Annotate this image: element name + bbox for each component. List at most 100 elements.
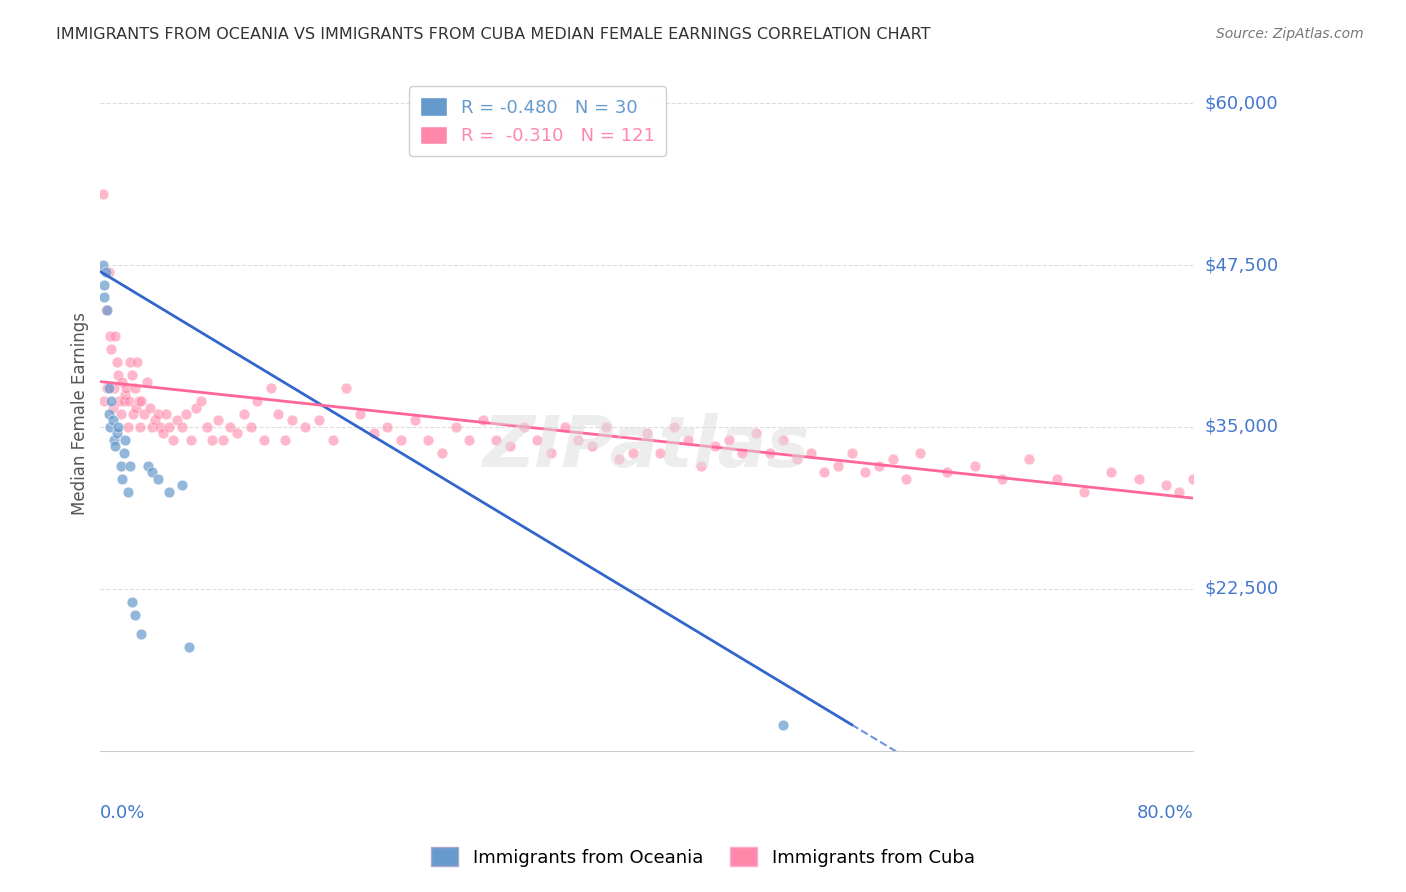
Point	[1236, 491, 1258, 505]
Point	[135, 375, 157, 389]
Point	[322, 433, 344, 447]
Point	[444, 420, 467, 434]
Point	[267, 407, 290, 421]
Text: $47,500: $47,500	[1205, 256, 1278, 274]
Point	[110, 407, 132, 421]
Point	[94, 303, 117, 318]
Text: IMMIGRANTS FROM OCEANIA VS IMMIGRANTS FROM CUBA MEDIAN FEMALE EARNINGS CORRELATI: IMMIGRANTS FROM OCEANIA VS IMMIGRANTS FR…	[56, 27, 931, 42]
Point	[118, 394, 141, 409]
Point	[91, 186, 114, 201]
Point	[96, 381, 118, 395]
Point	[936, 465, 959, 479]
Point	[93, 277, 115, 292]
Point	[91, 258, 114, 272]
Point	[772, 717, 794, 731]
Point	[100, 343, 122, 357]
Text: Source: ZipAtlas.com: Source: ZipAtlas.com	[1216, 27, 1364, 41]
Point	[162, 433, 184, 447]
Point	[786, 452, 808, 467]
Point	[567, 433, 589, 447]
Point	[853, 465, 876, 479]
Point	[1073, 484, 1095, 499]
Point	[841, 446, 863, 460]
Point	[190, 394, 212, 409]
Point	[138, 401, 160, 415]
Point	[375, 420, 398, 434]
Point	[418, 433, 440, 447]
Point	[157, 484, 180, 499]
Point	[1195, 484, 1218, 499]
Point	[96, 303, 118, 318]
Text: 0.0%: 0.0%	[100, 805, 146, 822]
Point	[207, 413, 229, 427]
Point	[274, 433, 297, 447]
Point	[101, 413, 124, 427]
Point	[294, 420, 316, 434]
Point	[232, 407, 254, 421]
Legend: Immigrants from Oceania, Immigrants from Cuba: Immigrants from Oceania, Immigrants from…	[425, 840, 981, 874]
Point	[184, 401, 207, 415]
Point	[122, 407, 145, 421]
Point	[1182, 472, 1205, 486]
Point	[121, 595, 143, 609]
Point	[115, 381, 138, 395]
Point	[104, 439, 127, 453]
Point	[1099, 465, 1122, 479]
Point	[662, 420, 685, 434]
Text: $35,000: $35,000	[1205, 418, 1278, 436]
Point	[219, 420, 242, 434]
Point	[136, 458, 159, 473]
Point	[1128, 472, 1150, 486]
Point	[120, 355, 142, 369]
Y-axis label: Median Female Earnings: Median Female Earnings	[72, 312, 89, 516]
Point	[172, 478, 194, 492]
Point	[1018, 452, 1040, 467]
Point	[540, 446, 562, 460]
Point	[991, 472, 1014, 486]
Point	[772, 433, 794, 447]
Point	[112, 446, 135, 460]
Point	[98, 420, 121, 434]
Point	[108, 394, 131, 409]
Point	[389, 433, 412, 447]
Text: $60,000: $60,000	[1205, 95, 1278, 112]
Point	[246, 394, 269, 409]
Point	[1209, 478, 1232, 492]
Point	[963, 458, 986, 473]
Point	[179, 433, 201, 447]
Point	[717, 433, 740, 447]
Point	[1154, 478, 1177, 492]
Point	[676, 433, 699, 447]
Point	[690, 458, 713, 473]
Point	[141, 420, 163, 434]
Point	[93, 394, 115, 409]
Point	[146, 407, 169, 421]
Point	[127, 355, 149, 369]
Point	[179, 640, 201, 654]
Point	[100, 394, 122, 409]
Point	[499, 439, 522, 453]
Point	[117, 484, 139, 499]
Point	[101, 401, 124, 415]
Point	[260, 381, 283, 395]
Point	[458, 433, 481, 447]
Point	[813, 465, 835, 479]
Point	[1250, 498, 1272, 512]
Point	[166, 413, 188, 427]
Point	[155, 407, 177, 421]
Point	[595, 420, 617, 434]
Point	[253, 433, 276, 447]
Point	[131, 627, 153, 641]
Text: 80.0%: 80.0%	[1136, 805, 1194, 822]
Point	[176, 407, 198, 421]
Point	[107, 368, 129, 383]
Point	[98, 329, 121, 343]
Point	[105, 426, 128, 441]
Point	[94, 264, 117, 278]
Point	[1045, 472, 1067, 486]
Point	[308, 413, 330, 427]
Point	[745, 426, 768, 441]
Point	[111, 375, 134, 389]
Point	[114, 387, 136, 401]
Point	[105, 355, 128, 369]
